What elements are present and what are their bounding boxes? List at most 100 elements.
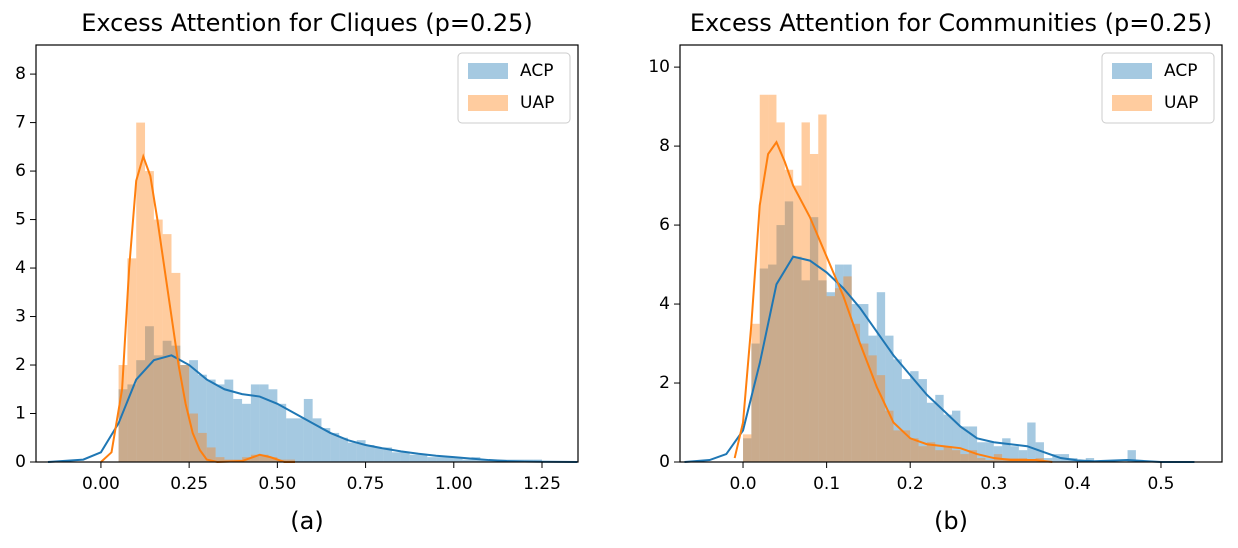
bar <box>793 185 802 463</box>
bar <box>977 442 986 462</box>
subplot: Excess Attention for Communities (p=0.25… <box>648 9 1223 535</box>
bar <box>910 438 919 462</box>
bar <box>952 450 961 462</box>
bar <box>743 438 752 462</box>
bar <box>968 450 978 462</box>
y-tick-label: 2 <box>659 373 670 393</box>
bar <box>1052 454 1061 462</box>
bar <box>818 280 827 462</box>
bar <box>409 454 419 462</box>
x-tick-label: 0.0 <box>730 474 757 494</box>
bar <box>215 384 225 462</box>
legend-swatch <box>1112 95 1152 111</box>
bar <box>453 457 463 462</box>
bar <box>383 447 393 462</box>
bar <box>1043 458 1053 462</box>
bar <box>286 418 296 462</box>
bar <box>365 445 375 462</box>
bar <box>321 428 331 462</box>
bar <box>268 389 278 462</box>
bar <box>968 426 978 462</box>
legend-label: UAP <box>520 93 554 113</box>
x-tick-label: 0.2 <box>897 474 924 494</box>
bar <box>985 460 994 462</box>
bar <box>834 288 844 462</box>
y-tick-label: 0 <box>659 452 670 472</box>
bar <box>843 264 852 462</box>
y-tick-label: 2 <box>15 355 26 375</box>
y-tick-label: 0 <box>15 452 26 472</box>
bar <box>347 442 357 462</box>
x-tick-label: 0.1 <box>813 474 840 494</box>
bar <box>776 225 785 462</box>
bar <box>259 384 269 462</box>
bar <box>339 437 348 462</box>
y-tick-label: 3 <box>15 307 26 327</box>
bar <box>885 410 894 462</box>
bar <box>224 379 234 462</box>
axes-frame <box>35 44 579 463</box>
x-tick-label: 0.3 <box>980 474 1007 494</box>
bar <box>277 403 287 462</box>
subplot: Excess Attention for Cliques (p=0.25) (a)… <box>15 9 579 535</box>
x-tick-label: 0.50 <box>258 474 296 494</box>
bar <box>206 447 216 462</box>
y-tick-label: 6 <box>15 161 26 181</box>
bar <box>127 384 137 462</box>
bar <box>893 359 902 462</box>
bar <box>784 201 794 462</box>
bar <box>180 365 190 462</box>
legend-label: ACP <box>1164 61 1197 81</box>
bar <box>1027 422 1036 462</box>
bar <box>374 447 384 462</box>
bar <box>759 94 769 463</box>
bar <box>751 343 760 462</box>
bar <box>818 114 827 462</box>
bar <box>826 296 835 462</box>
x-tick-label: 0.75 <box>347 474 385 494</box>
bar <box>1018 450 1028 462</box>
bar <box>918 379 927 462</box>
bar <box>868 355 877 462</box>
bar <box>400 452 410 462</box>
bar <box>943 446 953 462</box>
bar <box>295 418 304 462</box>
y-tick-label: 4 <box>659 294 670 314</box>
bar <box>876 375 886 462</box>
bar <box>793 256 802 462</box>
bar <box>851 323 861 462</box>
bar <box>197 374 207 462</box>
bar <box>136 360 146 462</box>
bar <box>768 264 777 462</box>
bar <box>162 340 172 462</box>
bar <box>242 403 251 462</box>
bar <box>206 379 216 462</box>
y-tick-label: 10 <box>648 57 670 77</box>
chart-title: Excess Attention for Communities (p=0.25… <box>690 9 1212 37</box>
bar <box>118 389 128 462</box>
y-tick-label: 4 <box>15 258 26 278</box>
bar <box>1010 446 1019 462</box>
kde-line <box>100 153 295 464</box>
bar <box>751 323 760 462</box>
axes-frame <box>679 44 1223 463</box>
bar <box>843 276 852 462</box>
legend-swatch <box>468 95 508 111</box>
bar <box>215 457 225 462</box>
legend-label: UAP <box>1164 93 1198 113</box>
caption: (b) <box>934 507 968 535</box>
bar <box>427 457 437 462</box>
bar <box>1035 442 1044 462</box>
bar <box>851 304 861 462</box>
bar <box>480 459 490 462</box>
bar <box>171 345 181 462</box>
legend-box <box>457 52 571 124</box>
y-tick-label: 5 <box>15 210 26 230</box>
bar <box>330 432 340 462</box>
legend-label: ACP <box>520 61 553 81</box>
bar <box>960 454 969 462</box>
bar <box>259 454 269 462</box>
bar <box>153 355 163 462</box>
kde-line <box>684 255 1195 463</box>
